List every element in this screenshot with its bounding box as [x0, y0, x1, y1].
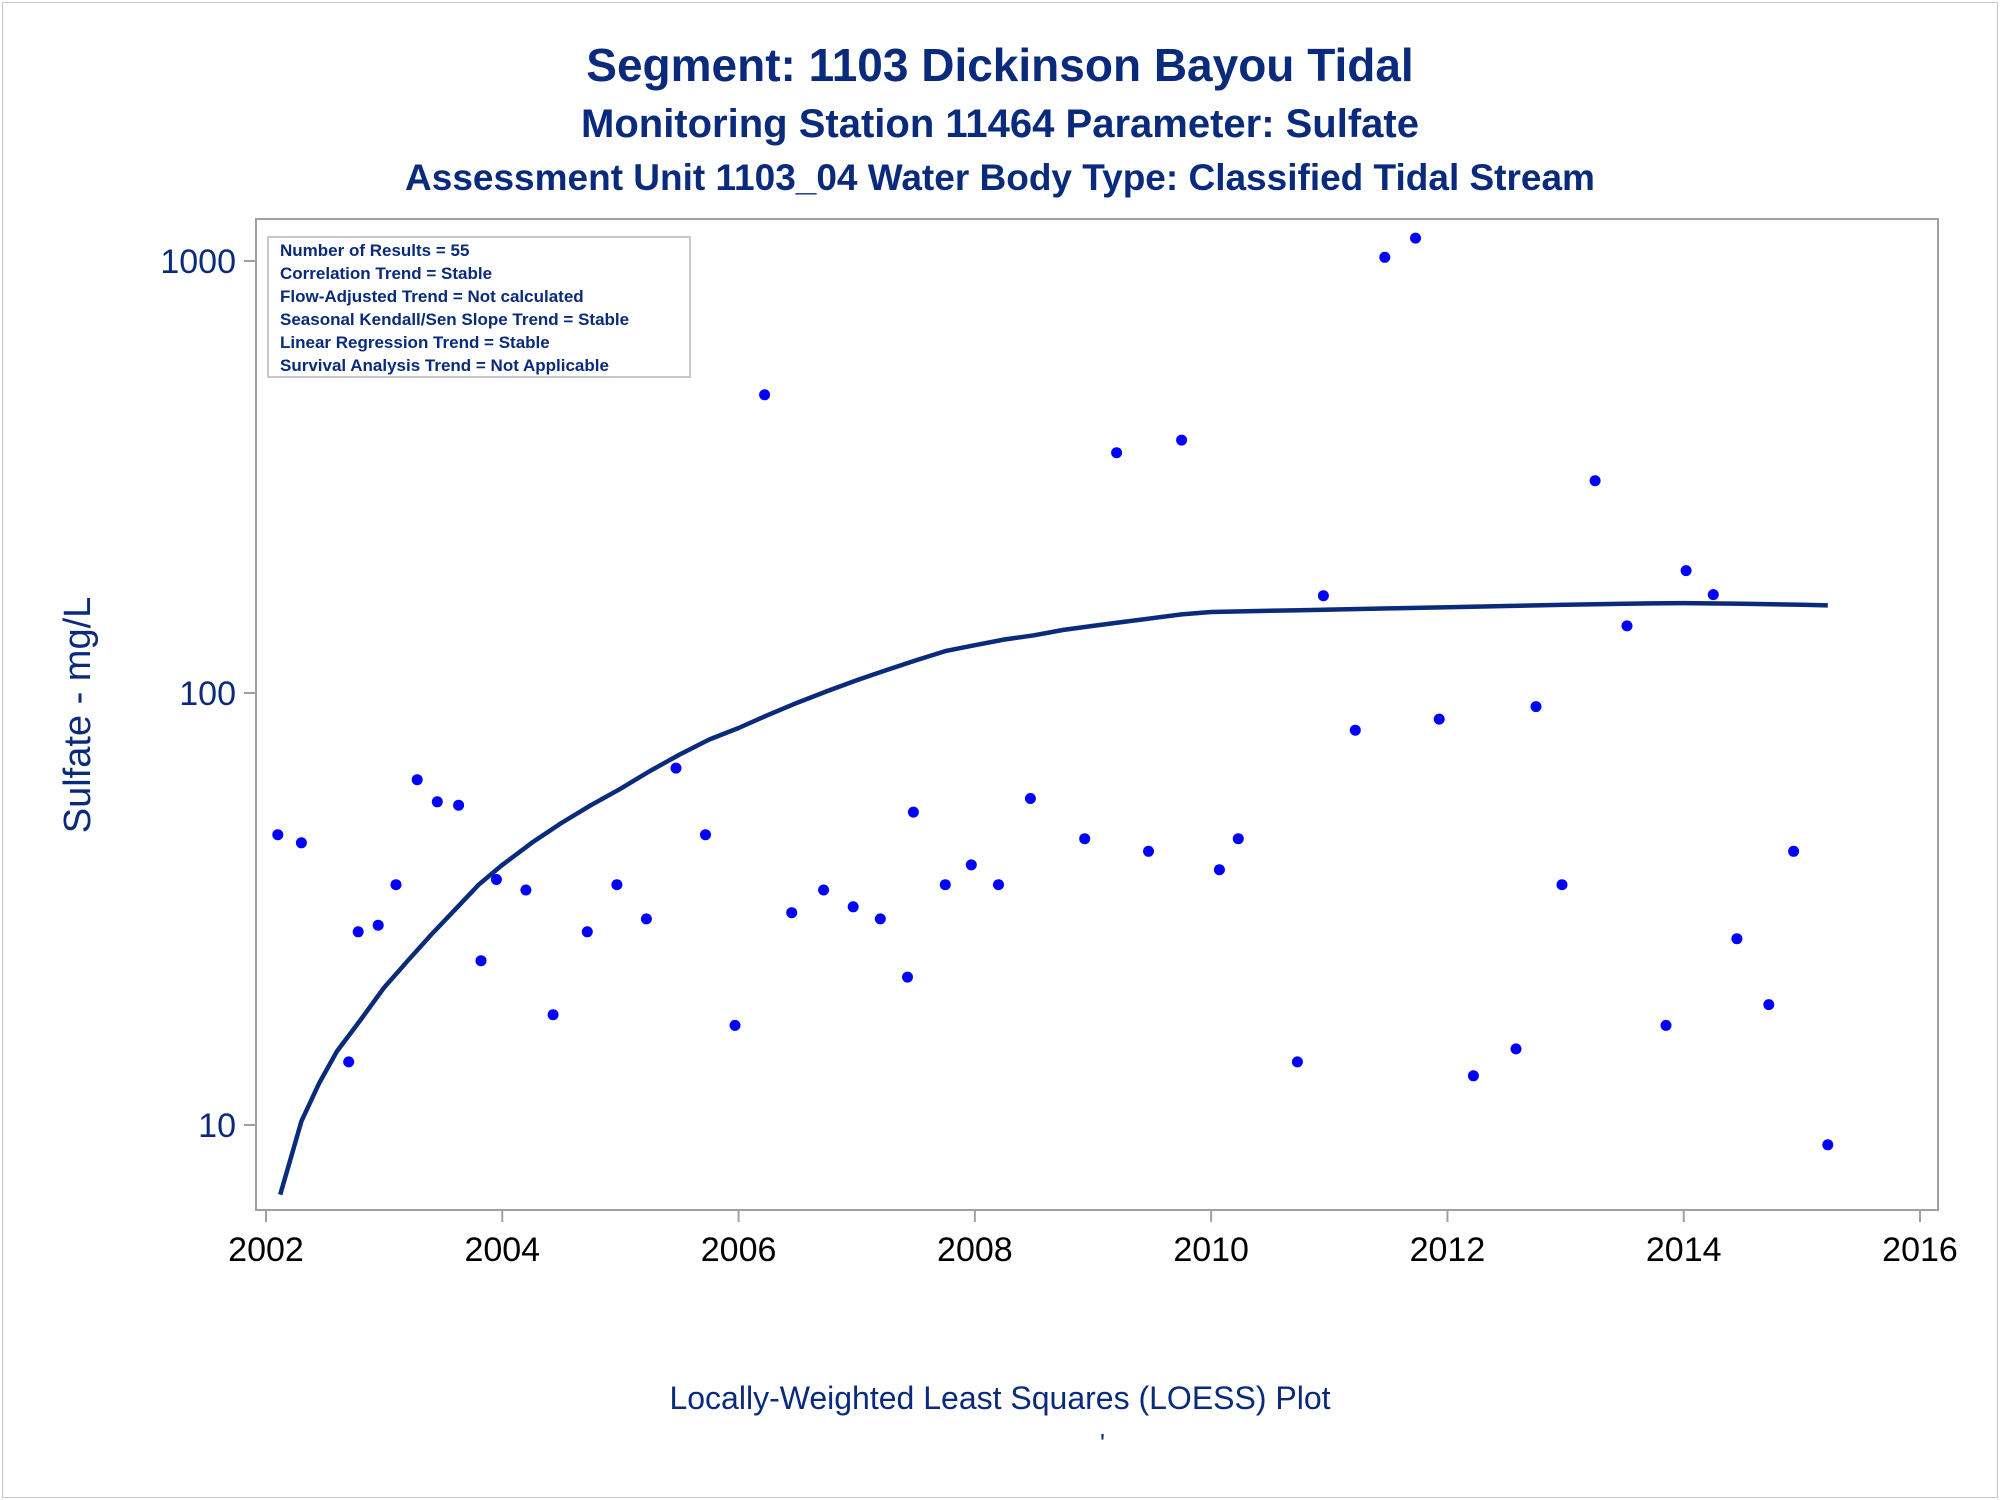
data-point	[1410, 232, 1421, 244]
data-point	[670, 762, 682, 774]
data-point	[1111, 447, 1123, 459]
x-tick-label: 2014	[1646, 1231, 1722, 1269]
data-point	[547, 1009, 559, 1021]
data-point	[520, 884, 532, 896]
data-point	[1024, 793, 1036, 804]
data-point	[390, 879, 402, 891]
x-tick-label: 2002	[228, 1231, 304, 1269]
data-point	[295, 837, 307, 849]
data-point	[1621, 620, 1633, 632]
chart-subtitle-2: Assessment Unit 1103_04 Water Body Type:…	[405, 157, 1595, 198]
data-point	[1079, 833, 1091, 845]
stats-line: Seasonal Kendall/Sen Slope Trend = Stabl…	[280, 310, 629, 329]
data-point	[1510, 1043, 1522, 1055]
loess-line	[278, 600, 1828, 1196]
data-point	[343, 1056, 355, 1068]
data-point	[874, 913, 886, 925]
y-tick-label: 1000	[160, 243, 236, 281]
data-point	[1213, 864, 1225, 876]
x-tick-label: 2010	[1173, 1231, 1249, 1269]
x-tick-label: 2008	[937, 1231, 1013, 1269]
data-point	[939, 879, 951, 891]
data-point	[1176, 434, 1188, 446]
data-point	[1556, 879, 1568, 891]
data-point	[847, 901, 859, 913]
data-point	[453, 799, 465, 811]
data-point	[372, 919, 384, 931]
data-point	[1589, 475, 1601, 487]
data-point	[1379, 251, 1391, 263]
data-point	[411, 774, 423, 786]
data-point	[1530, 701, 1542, 713]
data-point	[1731, 933, 1743, 945]
data-point	[1788, 845, 1800, 857]
data-point	[581, 926, 593, 938]
data-point	[1291, 1056, 1303, 1068]
x-tick-label: 2006	[701, 1231, 777, 1269]
data-point	[475, 955, 487, 967]
data-point	[1822, 1139, 1834, 1151]
data-point	[1433, 713, 1445, 725]
stats-box-border	[267, 236, 691, 378]
data-point	[431, 796, 443, 808]
data-point	[1232, 833, 1244, 845]
data-point	[1349, 724, 1361, 736]
stats-line: Number of Results = 55	[280, 241, 469, 260]
y-tick-label: 10	[198, 1107, 236, 1145]
stats-line: Correlation Trend = Stable	[280, 264, 492, 283]
chart-title: Segment: 1103 Dickinson Bayou Tidal	[586, 39, 1414, 91]
data-point	[786, 907, 798, 919]
footnote: Locally-Weighted Least Squares (LOESS) P…	[669, 1380, 1331, 1416]
footnote-mark: '	[1100, 1428, 1105, 1458]
data-point	[965, 859, 977, 871]
data-point	[1680, 565, 1692, 577]
data-point	[700, 829, 711, 841]
data-point	[993, 879, 1004, 891]
data-point	[759, 389, 771, 401]
data-point	[902, 971, 913, 983]
data-points	[272, 232, 1834, 1151]
chart-subtitle: Monitoring Station 11464 Parameter: Sulf…	[581, 102, 1419, 146]
data-point	[1317, 590, 1329, 602]
x-tick-label: 2016	[1882, 1231, 1958, 1269]
stats-box: Number of Results = 55 Correlation Trend …	[267, 236, 691, 378]
data-point	[1763, 999, 1775, 1011]
stats-line: Flow-Adjusted Trend = Not calculated	[280, 287, 584, 306]
x-tick-label: 2012	[1410, 1231, 1486, 1269]
plot-area-frame	[255, 218, 1939, 1211]
data-point	[490, 874, 502, 885]
y-axis-label: Sulfate - mg/L	[57, 597, 99, 834]
stats-line: Survival Analysis Trend = Not Applicable	[280, 356, 609, 375]
stats-line: Linear Regression Trend = Stable	[280, 333, 550, 352]
data-point	[611, 879, 623, 891]
data-point	[1467, 1070, 1479, 1082]
data-point	[640, 913, 652, 925]
y-axis: 10 100 1000	[160, 243, 256, 1145]
data-point	[1143, 845, 1154, 857]
data-point	[1660, 1019, 1672, 1031]
x-axis: 2002 2004 2006 2008 2010 2012 2014 2016	[228, 1210, 1958, 1269]
data-point	[1707, 589, 1719, 601]
data-point	[352, 926, 364, 938]
y-tick-label: 100	[179, 675, 236, 713]
data-point	[907, 806, 919, 818]
data-point	[729, 1019, 741, 1031]
x-tick-label: 2004	[464, 1231, 540, 1269]
data-point	[272, 829, 284, 841]
data-point	[818, 884, 830, 896]
